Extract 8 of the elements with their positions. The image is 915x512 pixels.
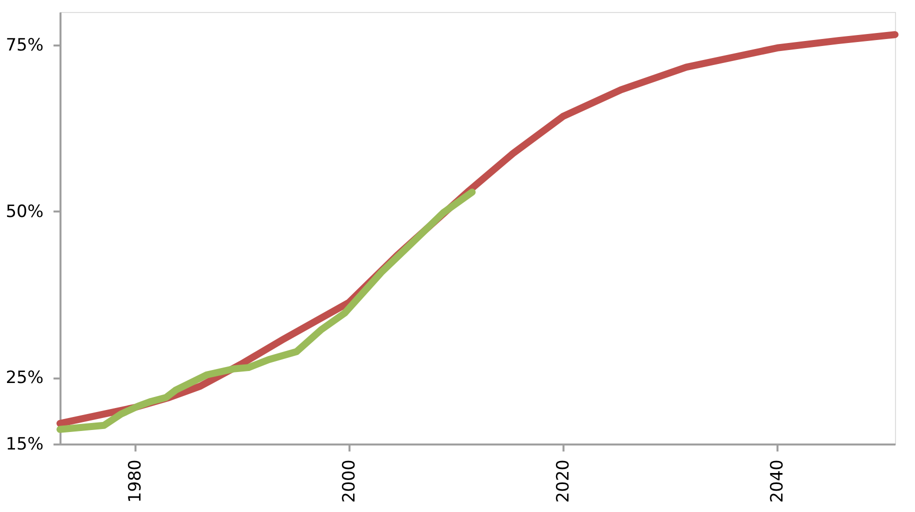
x-tick-label: 2000 xyxy=(340,460,360,503)
y-tick-label: 75% xyxy=(6,36,44,56)
x-tick-label: 2020 xyxy=(554,460,574,503)
x-tick-label: 1980 xyxy=(125,460,146,503)
y-tick-label: 15% xyxy=(6,434,44,454)
y-tick-label: 25% xyxy=(6,368,44,388)
y-tick-label: 50% xyxy=(6,202,44,222)
x-tick-label: 2040 xyxy=(768,460,788,503)
